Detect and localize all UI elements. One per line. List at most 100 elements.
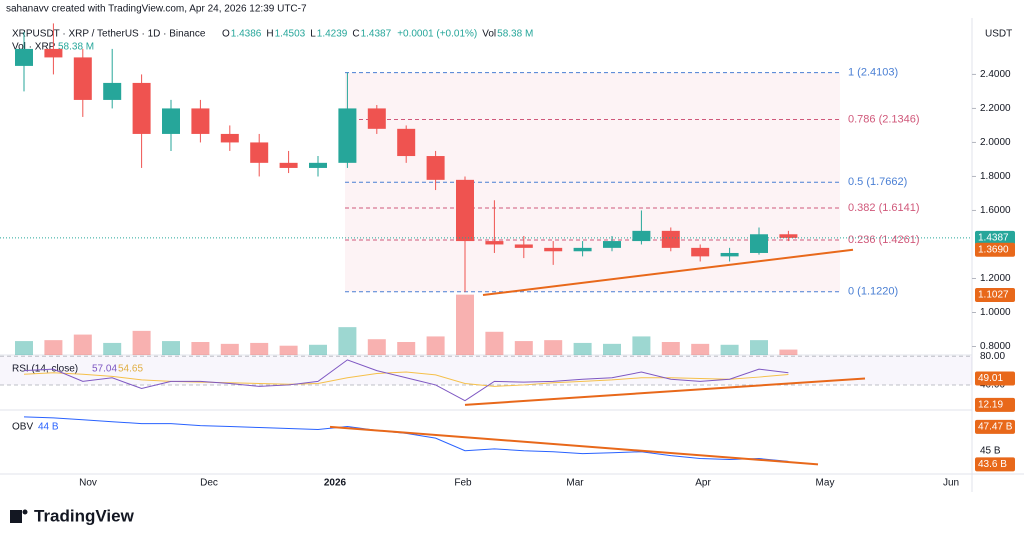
vol-legend: Vol · XRP	[12, 42, 56, 53]
x-tick-label: Feb	[454, 478, 472, 489]
x-tick-label: Dec	[200, 478, 218, 489]
price-badge-label: 1.4387	[978, 233, 1009, 244]
candle-body	[544, 247, 563, 252]
candle-body	[485, 241, 504, 245]
volume-bar	[573, 342, 592, 355]
price-badge	[975, 457, 1015, 472]
candle-body	[573, 247, 592, 252]
ohlc-key: C	[352, 29, 359, 40]
candle-body	[103, 82, 122, 100]
vol-value: 58.38 M	[58, 42, 94, 53]
credit: sahanavv created with TradingView.com, A…	[6, 4, 307, 15]
volume-bar	[632, 336, 651, 355]
trendline	[329, 425, 819, 466]
volume-bar	[191, 342, 210, 355]
ohlc-value: 1.4386	[231, 29, 262, 40]
y-tick-label: 0.8000	[980, 341, 1011, 352]
ohlc-key: L	[310, 29, 316, 40]
ohlc-value: 1.4387	[361, 29, 392, 40]
candle-body	[779, 234, 798, 238]
candle-body	[514, 244, 533, 248]
rsi-ma-value: 54.65	[118, 364, 143, 375]
volume-bar	[397, 342, 416, 355]
volume-bar	[44, 340, 63, 355]
logo-text: TradingView	[34, 506, 135, 525]
fib-label: 1 (2.4103)	[848, 67, 898, 79]
candle-body	[661, 230, 680, 248]
candle-body	[191, 108, 210, 134]
volume-bar	[750, 340, 768, 355]
volume-bar	[514, 341, 533, 355]
candle-body	[44, 48, 63, 58]
x-tick-label: Jun	[943, 478, 959, 489]
volume-bar	[279, 345, 298, 355]
x-tick-label: 2026	[324, 478, 347, 489]
y-tick-label: 2.4000	[980, 69, 1011, 80]
candle-body	[367, 108, 386, 129]
volume-bar	[309, 344, 327, 355]
candle-body	[691, 247, 710, 257]
price-badge	[975, 230, 1015, 245]
trendline	[464, 377, 866, 406]
candle-body	[250, 142, 269, 163]
candle-body	[162, 108, 180, 134]
price-badge-label: 49.01	[978, 373, 1003, 384]
price-badge	[975, 288, 1015, 303]
ohlc-value: 1.4239	[317, 29, 348, 40]
ohlc-key: O	[222, 29, 230, 40]
ohlc-value: 1.4503	[275, 29, 306, 40]
volume-bar	[691, 343, 710, 355]
y-tick-label: 45 B	[980, 445, 1001, 456]
currency: USDT	[985, 29, 1012, 40]
logo-icon	[10, 510, 22, 523]
obv-legend: OBV	[12, 422, 33, 433]
candle-body	[750, 234, 768, 253]
x-tick-label: Nov	[79, 478, 97, 489]
y-tick-label: 1.8000	[980, 171, 1011, 182]
symbol: XRPUSDT · XRP / TetherUS · 1D · Binance	[12, 29, 206, 40]
fib-label: 0 (1.1220)	[848, 286, 898, 298]
candle-body	[338, 108, 357, 163]
fib-label: 0.236 (1.4261)	[848, 234, 920, 246]
ohlc-value: +0.0001 (+0.01%)	[397, 29, 477, 40]
volume-bar	[367, 339, 386, 355]
volume-bar	[485, 331, 504, 355]
candle-body	[426, 156, 445, 180]
y-tick-label: 1.0000	[980, 307, 1011, 318]
rsi-band	[0, 356, 972, 385]
fib-label: 0.382 (1.6141)	[848, 202, 920, 214]
y-tick-label: 1.2000	[980, 273, 1011, 284]
volume-bar	[779, 349, 798, 355]
ohlc-legend: O 1.4386 H 1.4503 L 1.4239 C 1.4387 +0.0001 (+0.…	[222, 29, 533, 40]
logo: TradingView	[10, 506, 135, 525]
volume-bar	[456, 294, 474, 355]
rsi-value: 57.04	[92, 364, 117, 375]
volume-bar	[603, 343, 621, 355]
volume-bar	[250, 342, 269, 355]
candle-body	[603, 241, 621, 248]
volume-bar	[720, 344, 739, 355]
candle-body	[456, 179, 474, 242]
obv-value: 44 B	[38, 422, 59, 433]
fib-label: 0.786 (2.1346)	[848, 113, 920, 125]
volume-bar	[544, 340, 563, 355]
y-tick-label: 1.6000	[980, 205, 1011, 216]
candle-body	[132, 82, 151, 134]
price-badge-label: 1.1027	[978, 290, 1009, 301]
volume-bar	[661, 342, 680, 355]
rsi-line	[23, 359, 789, 402]
ohlc-value: 58.38 M	[497, 29, 533, 40]
x-tick-label: May	[816, 478, 835, 489]
volume-bar	[220, 343, 239, 355]
candle-body	[397, 128, 416, 157]
volume-bar	[162, 341, 180, 355]
price-badge-label: 12.19	[978, 399, 1003, 410]
price-badge	[975, 242, 1015, 257]
price-badge-label: 47.47 B	[978, 421, 1013, 432]
x-tick-label: Apr	[695, 478, 711, 489]
fib-label: 0.5 (1.7662)	[848, 176, 907, 188]
trendline	[482, 248, 854, 297]
candle-body	[220, 133, 239, 143]
